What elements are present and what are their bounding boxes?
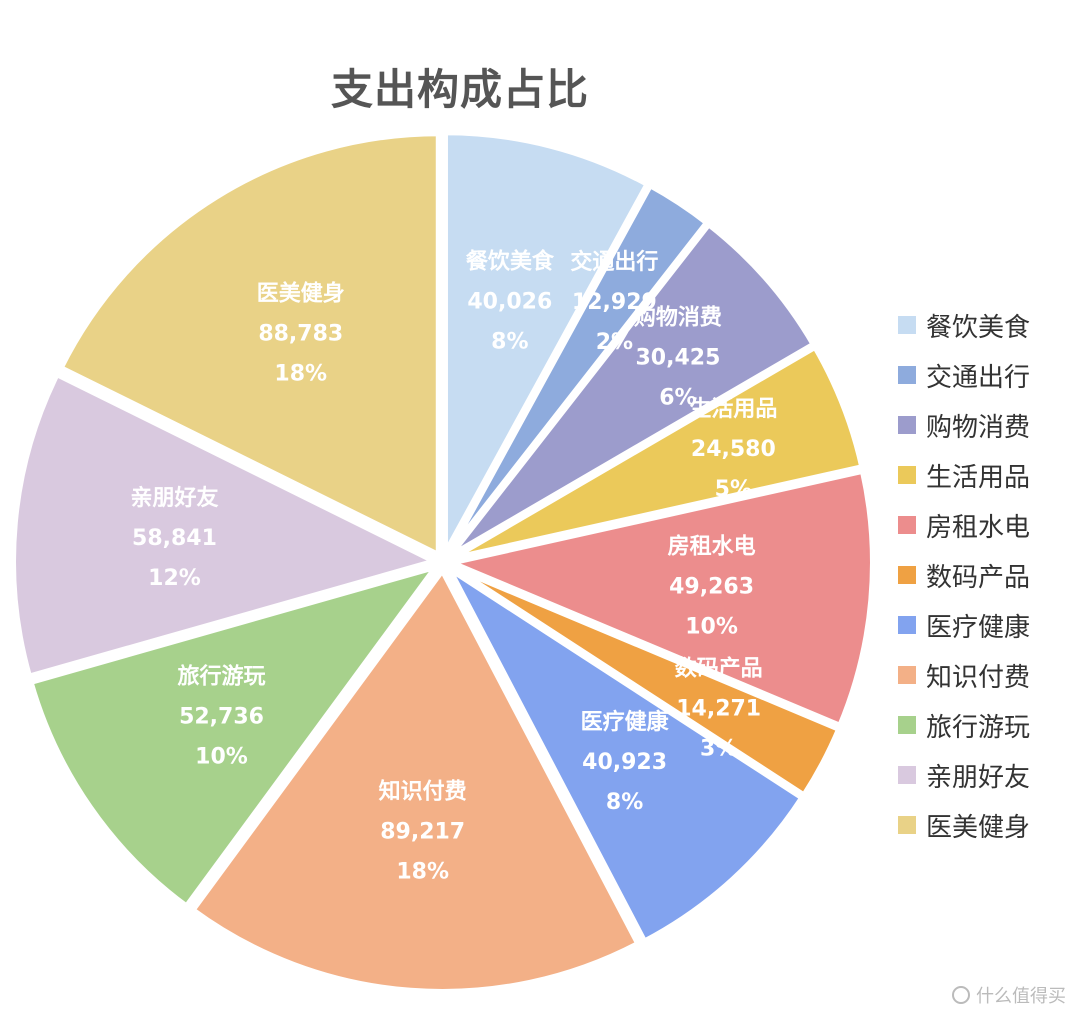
slice-9-name-label: 旅行游玩 bbox=[178, 663, 266, 689]
pie-slice-3 bbox=[446, 221, 817, 560]
legend-swatch bbox=[898, 366, 916, 384]
legend-item-9: 旅行游玩 bbox=[898, 700, 1030, 750]
watermark: 什么值得买 bbox=[952, 982, 1066, 1008]
pie-slice-9 bbox=[27, 563, 440, 910]
slice-7-percent-label: 8% bbox=[606, 790, 643, 815]
slice-11-value-label: 88,783 bbox=[258, 322, 343, 347]
watermark-text: 什么值得买 bbox=[976, 986, 1066, 1007]
legend-label: 餐饮美食 bbox=[926, 312, 1031, 343]
legend-swatch bbox=[898, 616, 916, 634]
legend-item-7: 医疗健康 bbox=[898, 600, 1030, 650]
legend-item-2: 交通出行 bbox=[898, 350, 1030, 400]
slice-7-value-label: 40,923 bbox=[582, 750, 667, 775]
legend-item-4: 生活用品 bbox=[898, 450, 1030, 500]
slice-11-name-label: 医美健身 bbox=[257, 281, 345, 307]
legend-swatch bbox=[898, 466, 916, 484]
slice-6-name-label: 数码产品 bbox=[675, 655, 763, 681]
slice-3-percent-label: 6% bbox=[659, 386, 696, 411]
slice-10-percent-label: 12% bbox=[148, 566, 201, 591]
slice-10-value-label: 58,841 bbox=[132, 526, 217, 551]
slice-7-name-label: 医疗健康 bbox=[581, 709, 670, 735]
legend-item-5: 房租水电 bbox=[898, 500, 1030, 550]
pie-slice-1 bbox=[441, 129, 651, 558]
slice-4-value-label: 24,580 bbox=[691, 437, 776, 462]
pie-slice-7 bbox=[445, 564, 806, 945]
slice-6-percent-label: 3% bbox=[700, 736, 737, 761]
legend-swatch bbox=[898, 716, 916, 734]
pie-slice-5 bbox=[447, 467, 876, 729]
slice-6-value-label: 14,271 bbox=[676, 696, 761, 721]
slice-8-percent-label: 18% bbox=[396, 860, 449, 885]
legend-item-3: 购物消费 bbox=[898, 400, 1030, 450]
legend-item-10: 亲朋好友 bbox=[898, 750, 1030, 800]
pie-slice-10 bbox=[10, 371, 439, 680]
slice-9-percent-label: 10% bbox=[195, 744, 248, 769]
legend-label: 房租水电 bbox=[926, 512, 1031, 543]
slice-4-percent-label: 5% bbox=[715, 477, 752, 502]
legend-label: 购物消费 bbox=[926, 412, 1031, 443]
legend-label: 交通出行 bbox=[926, 362, 1031, 393]
slice-1-percent-label: 8% bbox=[491, 329, 528, 354]
legend-swatch bbox=[898, 766, 916, 784]
slice-5-value-label: 49,263 bbox=[669, 575, 754, 600]
legend-swatch bbox=[898, 816, 916, 834]
legend-label: 旅行游玩 bbox=[926, 712, 1031, 743]
pie-slice-4 bbox=[447, 343, 866, 563]
legend-label: 知识付费 bbox=[926, 662, 1031, 693]
slice-5-percent-label: 10% bbox=[685, 615, 738, 640]
pie-slice-11 bbox=[57, 130, 442, 559]
legend-swatch bbox=[898, 666, 916, 684]
legend-item-1: 餐饮美食 bbox=[898, 300, 1030, 350]
slice-2-value-label: 12,929 bbox=[572, 290, 657, 315]
chart-legend: 餐饮美食交通出行购物消费生活用品房租水电数码产品医疗健康知识付费旅行游玩亲朋好友… bbox=[898, 300, 1030, 850]
legend-label: 数码产品 bbox=[926, 562, 1031, 593]
slice-11-percent-label: 18% bbox=[274, 362, 327, 387]
legend-item-6: 数码产品 bbox=[898, 550, 1030, 600]
legend-label: 亲朋好友 bbox=[926, 762, 1031, 793]
slice-10-name-label: 亲朋好友 bbox=[130, 485, 218, 511]
legend-swatch bbox=[898, 316, 916, 334]
slice-4-name-label: 生活用品 bbox=[689, 397, 777, 422]
slice-3-value-label: 30,425 bbox=[635, 346, 720, 371]
slice-1-value-label: 40,026 bbox=[467, 289, 552, 314]
pie-slice-8 bbox=[189, 566, 642, 995]
legend-swatch bbox=[898, 516, 916, 534]
legend-swatch bbox=[898, 416, 916, 434]
legend-item-8: 知识付费 bbox=[898, 650, 1030, 700]
legend-label: 医美健身 bbox=[926, 812, 1031, 843]
watermark-logo-icon bbox=[952, 986, 970, 1004]
slice-8-value-label: 89,217 bbox=[380, 820, 465, 845]
slice-1-name-label: 餐饮美食 bbox=[466, 248, 555, 274]
legend-item-11: 医美健身 bbox=[898, 800, 1030, 850]
slice-2-percent-label: 2% bbox=[596, 330, 633, 355]
slice-8-name-label: 知识付费 bbox=[379, 779, 467, 805]
slice-3-name-label: 购物消费 bbox=[634, 305, 722, 331]
chart-title: 支出构成占比 bbox=[330, 65, 589, 114]
slice-5-name-label: 房租水电 bbox=[668, 534, 756, 560]
legend-swatch bbox=[898, 566, 916, 584]
slice-9-value-label: 52,736 bbox=[179, 704, 264, 729]
legend-label: 生活用品 bbox=[926, 462, 1031, 493]
slice-2-name-label: 交通出行 bbox=[570, 249, 658, 275]
legend-label: 医疗健康 bbox=[926, 612, 1031, 643]
